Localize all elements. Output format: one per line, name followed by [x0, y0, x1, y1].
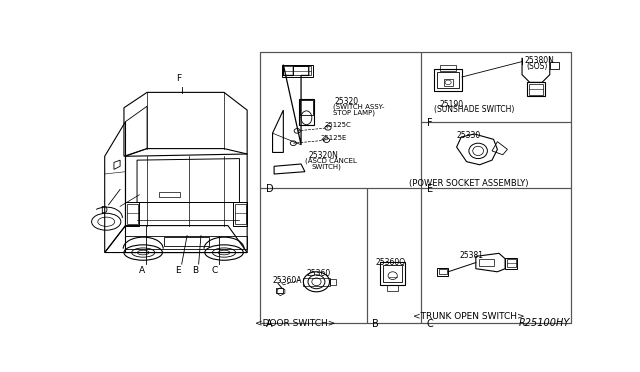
Text: 25330: 25330	[457, 131, 481, 140]
Text: 25360Q: 25360Q	[376, 258, 406, 267]
Bar	[276, 288, 284, 293]
Bar	[234, 202, 247, 225]
Bar	[439, 269, 447, 274]
Text: C: C	[212, 266, 218, 275]
Bar	[300, 100, 312, 115]
Bar	[527, 82, 545, 96]
Bar	[303, 278, 330, 286]
Text: (POWER SOCKET ASSEMBLY): (POWER SOCKET ASSEMBLY)	[409, 179, 529, 188]
Bar	[437, 73, 459, 88]
Text: R25100HY: R25100HY	[519, 318, 570, 328]
Bar	[164, 237, 209, 246]
Text: B: B	[372, 319, 379, 329]
Bar	[260, 52, 421, 188]
Text: A: A	[266, 319, 273, 329]
Bar	[330, 279, 336, 285]
Bar	[383, 265, 402, 282]
Text: 25125C: 25125C	[325, 122, 351, 128]
Bar	[282, 65, 312, 77]
Bar	[284, 66, 311, 76]
Text: D: D	[266, 184, 274, 194]
Text: E: E	[427, 184, 433, 194]
Bar	[440, 65, 456, 71]
Bar	[260, 52, 570, 323]
Text: C: C	[427, 319, 433, 329]
Bar	[387, 285, 398, 291]
Bar	[159, 192, 180, 197]
Text: 25320: 25320	[334, 97, 358, 106]
Text: F: F	[176, 74, 181, 83]
Bar	[380, 262, 405, 285]
Bar	[125, 202, 140, 225]
Bar	[529, 84, 543, 95]
Text: <TRUNK OPEN SWITCH>: <TRUNK OPEN SWITCH>	[413, 312, 525, 321]
Text: <DOOR SWITCH>: <DOOR SWITCH>	[255, 319, 335, 328]
Bar	[550, 62, 559, 69]
Text: F: F	[427, 118, 432, 128]
Bar	[260, 188, 367, 323]
Text: 25190: 25190	[440, 100, 464, 109]
Text: 25380N: 25380N	[524, 56, 554, 65]
Bar	[299, 99, 314, 125]
Text: (SOS): (SOS)	[527, 62, 548, 71]
Text: 25125E: 25125E	[320, 135, 347, 141]
Text: SWITCH): SWITCH)	[311, 163, 341, 170]
Text: 25360: 25360	[307, 269, 331, 279]
Text: (SUNSHADE SWITCH): (SUNSHADE SWITCH)	[435, 106, 515, 115]
Text: B: B	[192, 266, 198, 275]
Text: (ASCD CANCEL: (ASCD CANCEL	[305, 157, 356, 164]
Bar	[421, 188, 570, 323]
Text: 25381: 25381	[460, 251, 483, 260]
Bar	[479, 259, 494, 266]
Text: 25320N: 25320N	[308, 151, 339, 160]
Bar	[127, 204, 138, 224]
Text: D: D	[100, 206, 107, 215]
Bar	[444, 78, 452, 86]
Bar	[367, 188, 421, 323]
Text: (SWITCH ASSY-: (SWITCH ASSY-	[333, 103, 384, 110]
Text: STOP LAMP): STOP LAMP)	[333, 109, 374, 116]
Bar	[507, 260, 516, 267]
Bar	[437, 268, 448, 276]
Text: A: A	[139, 266, 145, 275]
Bar	[421, 122, 570, 188]
Bar	[435, 69, 462, 91]
Bar	[505, 258, 517, 269]
Text: 25360A: 25360A	[273, 276, 302, 285]
Bar	[235, 204, 246, 224]
Text: E: E	[175, 266, 180, 275]
Bar	[421, 52, 570, 122]
